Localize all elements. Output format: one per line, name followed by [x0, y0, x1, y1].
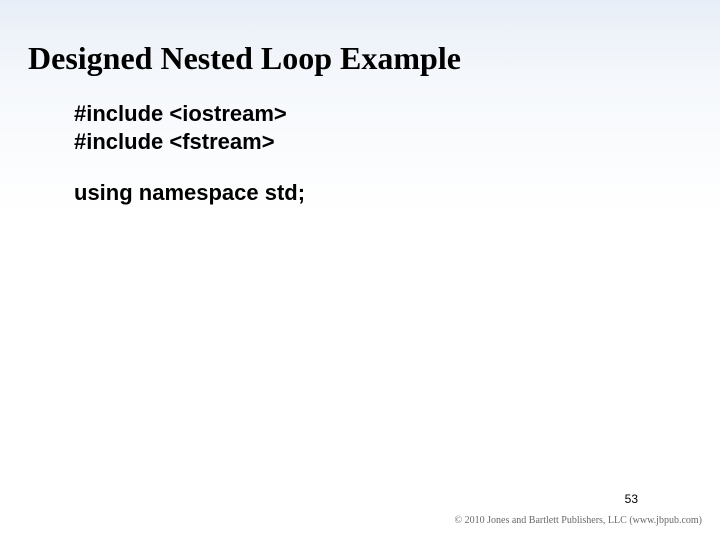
copyright-text: © 2010 Jones and Bartlett Publishers, LL…	[455, 515, 702, 526]
slide: Designed Nested Loop Example #include <i…	[0, 0, 720, 540]
code-blank-line	[74, 155, 305, 179]
code-line-2: #include <fstream>	[74, 128, 305, 156]
code-block: #include <iostream> #include <fstream> u…	[74, 100, 305, 207]
code-line-4: using namespace std;	[74, 179, 305, 207]
slide-title: Designed Nested Loop Example	[28, 40, 461, 77]
page-number: 53	[625, 492, 638, 506]
code-line-1: #include <iostream>	[74, 100, 305, 128]
